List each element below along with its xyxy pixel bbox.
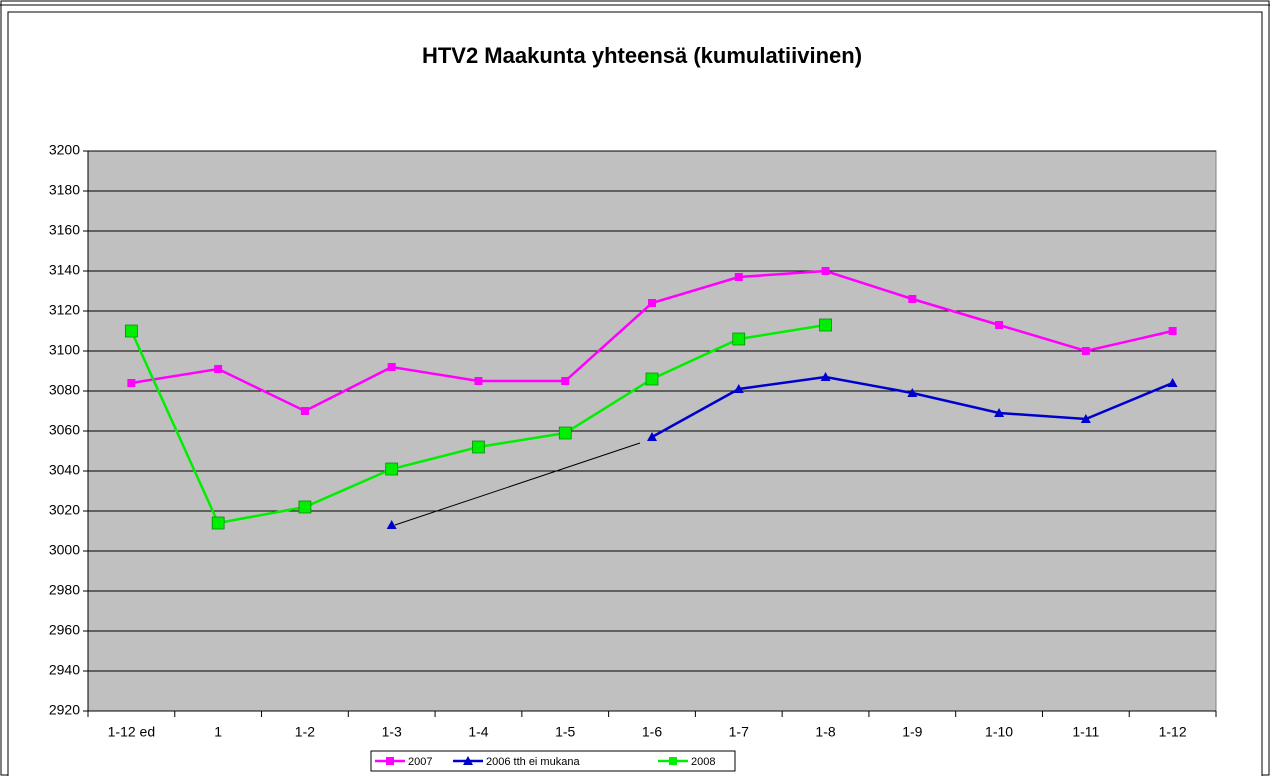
point [214, 365, 223, 373]
y-tick-label: 3060 [49, 422, 80, 438]
y-tick-label: 3100 [49, 342, 80, 358]
point [907, 388, 918, 397]
point [561, 377, 570, 385]
point [908, 295, 917, 303]
point [733, 384, 744, 393]
x-tick-label: 1-4 [468, 724, 488, 740]
y-tick-label: 3160 [49, 222, 80, 238]
legend-label: 2006 tth ei mukana [486, 756, 580, 768]
y-tick-label: 3200 [49, 142, 80, 158]
legend-marker [463, 756, 473, 765]
point [734, 273, 743, 281]
x-tick-label: 1-6 [642, 724, 662, 740]
point [558, 426, 572, 440]
y-tick-label: 3080 [49, 382, 80, 398]
x-tick-label: 1-12 ed [108, 724, 155, 740]
x-tick-label: 1-7 [729, 724, 749, 740]
point [821, 267, 830, 275]
point [647, 432, 657, 441]
y-tick-label: 3180 [49, 182, 80, 198]
legend-label: 2007 [408, 756, 432, 768]
point [645, 372, 659, 386]
y-tick-label: 3020 [49, 502, 80, 518]
point [125, 324, 138, 338]
y-tick-label: 2920 [49, 702, 80, 718]
point [211, 516, 225, 530]
x-tick-label: 1-2 [295, 724, 315, 740]
point [1081, 347, 1090, 355]
y-tick-label: 2940 [49, 662, 80, 678]
legend [370, 750, 736, 772]
point [819, 318, 832, 332]
point [474, 377, 483, 385]
point [127, 379, 136, 387]
x-tick-label: 1 [214, 724, 222, 740]
point [386, 520, 397, 529]
point [385, 462, 399, 476]
y-tick-label: 3040 [49, 462, 80, 478]
point [298, 500, 312, 514]
point [1080, 414, 1091, 423]
point [1167, 378, 1178, 387]
legend-label: 2008 [691, 756, 715, 768]
x-tick-label: 1-11 [1072, 724, 1099, 740]
legend-marker [669, 757, 677, 765]
x-tick-label: 1-9 [902, 724, 922, 740]
point [648, 299, 656, 307]
point [1168, 327, 1177, 335]
annotation-line [394, 442, 641, 526]
y-tick-label: 3000 [49, 542, 80, 558]
x-tick-label: 1-5 [555, 724, 575, 740]
y-tick-label: 2980 [49, 582, 80, 598]
point [387, 363, 396, 371]
point [820, 372, 831, 381]
y-tick-label: 2960 [49, 622, 80, 638]
x-tick-label: 1-8 [815, 724, 835, 740]
point [995, 321, 1004, 329]
point [994, 408, 1005, 417]
x-tick-label: 1-3 [382, 724, 402, 740]
chart-title: HTV2 Maakunta yhteensä (kumulatiivinen) [422, 43, 862, 68]
y-tick-label: 3140 [49, 262, 80, 278]
point [472, 440, 485, 454]
point [732, 332, 746, 346]
point [300, 407, 309, 415]
x-tick-label: 1-10 [985, 724, 1013, 740]
legend-marker [386, 757, 394, 765]
x-tick-label: 1-12 [1159, 724, 1187, 740]
y-tick-label: 3120 [49, 302, 80, 318]
